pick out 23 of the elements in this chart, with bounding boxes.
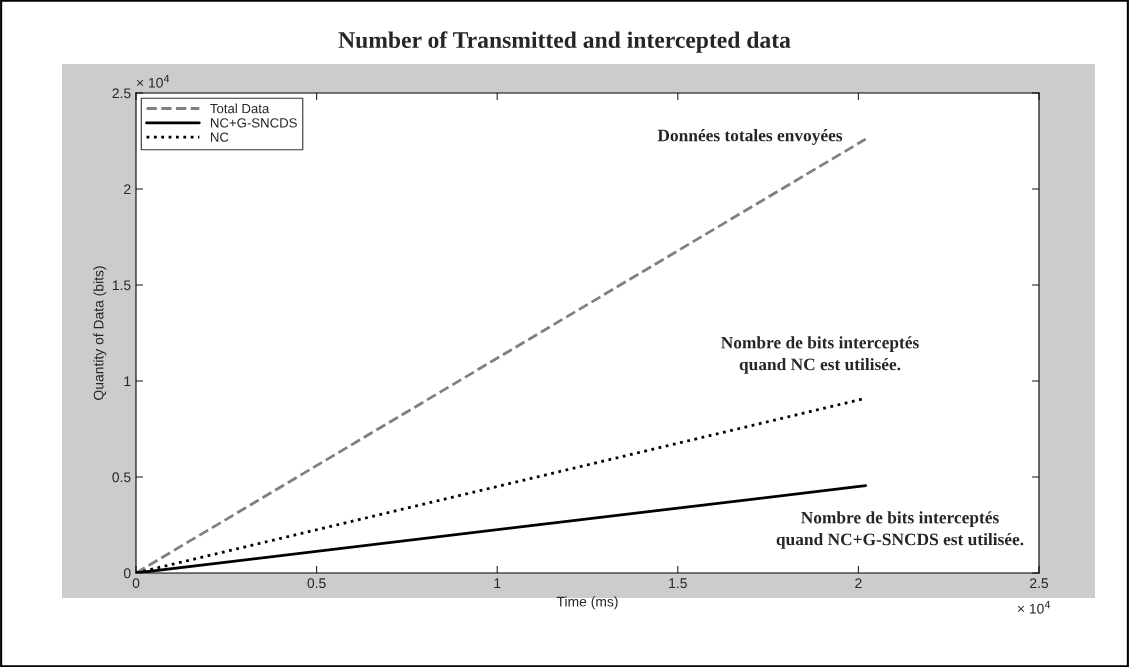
y-tick-label: 2 bbox=[124, 184, 131, 195]
y-tick-label: 1.5 bbox=[112, 280, 131, 291]
annotation: Données totales envoyées bbox=[657, 129, 843, 145]
y-tick-label: 0 bbox=[123, 568, 131, 579]
legend-label: NC bbox=[210, 132, 229, 142]
y-tick-label: 1 bbox=[124, 376, 131, 387]
chart-title: Number of Transmitted and intercepted data bbox=[338, 31, 791, 53]
y-tick-label: 0.5 bbox=[112, 472, 131, 483]
x-tick-label: 0 bbox=[132, 578, 140, 589]
x-tick-label: 1 bbox=[494, 578, 501, 588]
x-axis-title: Time (ms) bbox=[556, 596, 618, 610]
y-tick-label: 2.5 bbox=[112, 88, 131, 99]
x-tick-label: 0.5 bbox=[307, 578, 326, 589]
x-tick-label: 2.5 bbox=[1030, 578, 1049, 589]
x-tick-label: 2 bbox=[855, 578, 862, 588]
y-axis-title: Quantity of Data (bits) bbox=[93, 266, 107, 400]
text: × 10$^{4}$ bbox=[1017, 601, 1051, 614]
text: × 10$^{4}$ bbox=[136, 75, 170, 88]
annotation: Nombre de bits interceptés quand NC est utilisée. bbox=[721, 336, 919, 374]
legend-label: Total Data bbox=[210, 103, 270, 114]
legend-label: NC+G-SNCDS bbox=[210, 118, 297, 128]
annotation: Nombre de bits interceptés quand NC+G-SNCDS est utilisée. bbox=[776, 511, 1024, 549]
x-tick-label: 1.5 bbox=[669, 578, 687, 589]
